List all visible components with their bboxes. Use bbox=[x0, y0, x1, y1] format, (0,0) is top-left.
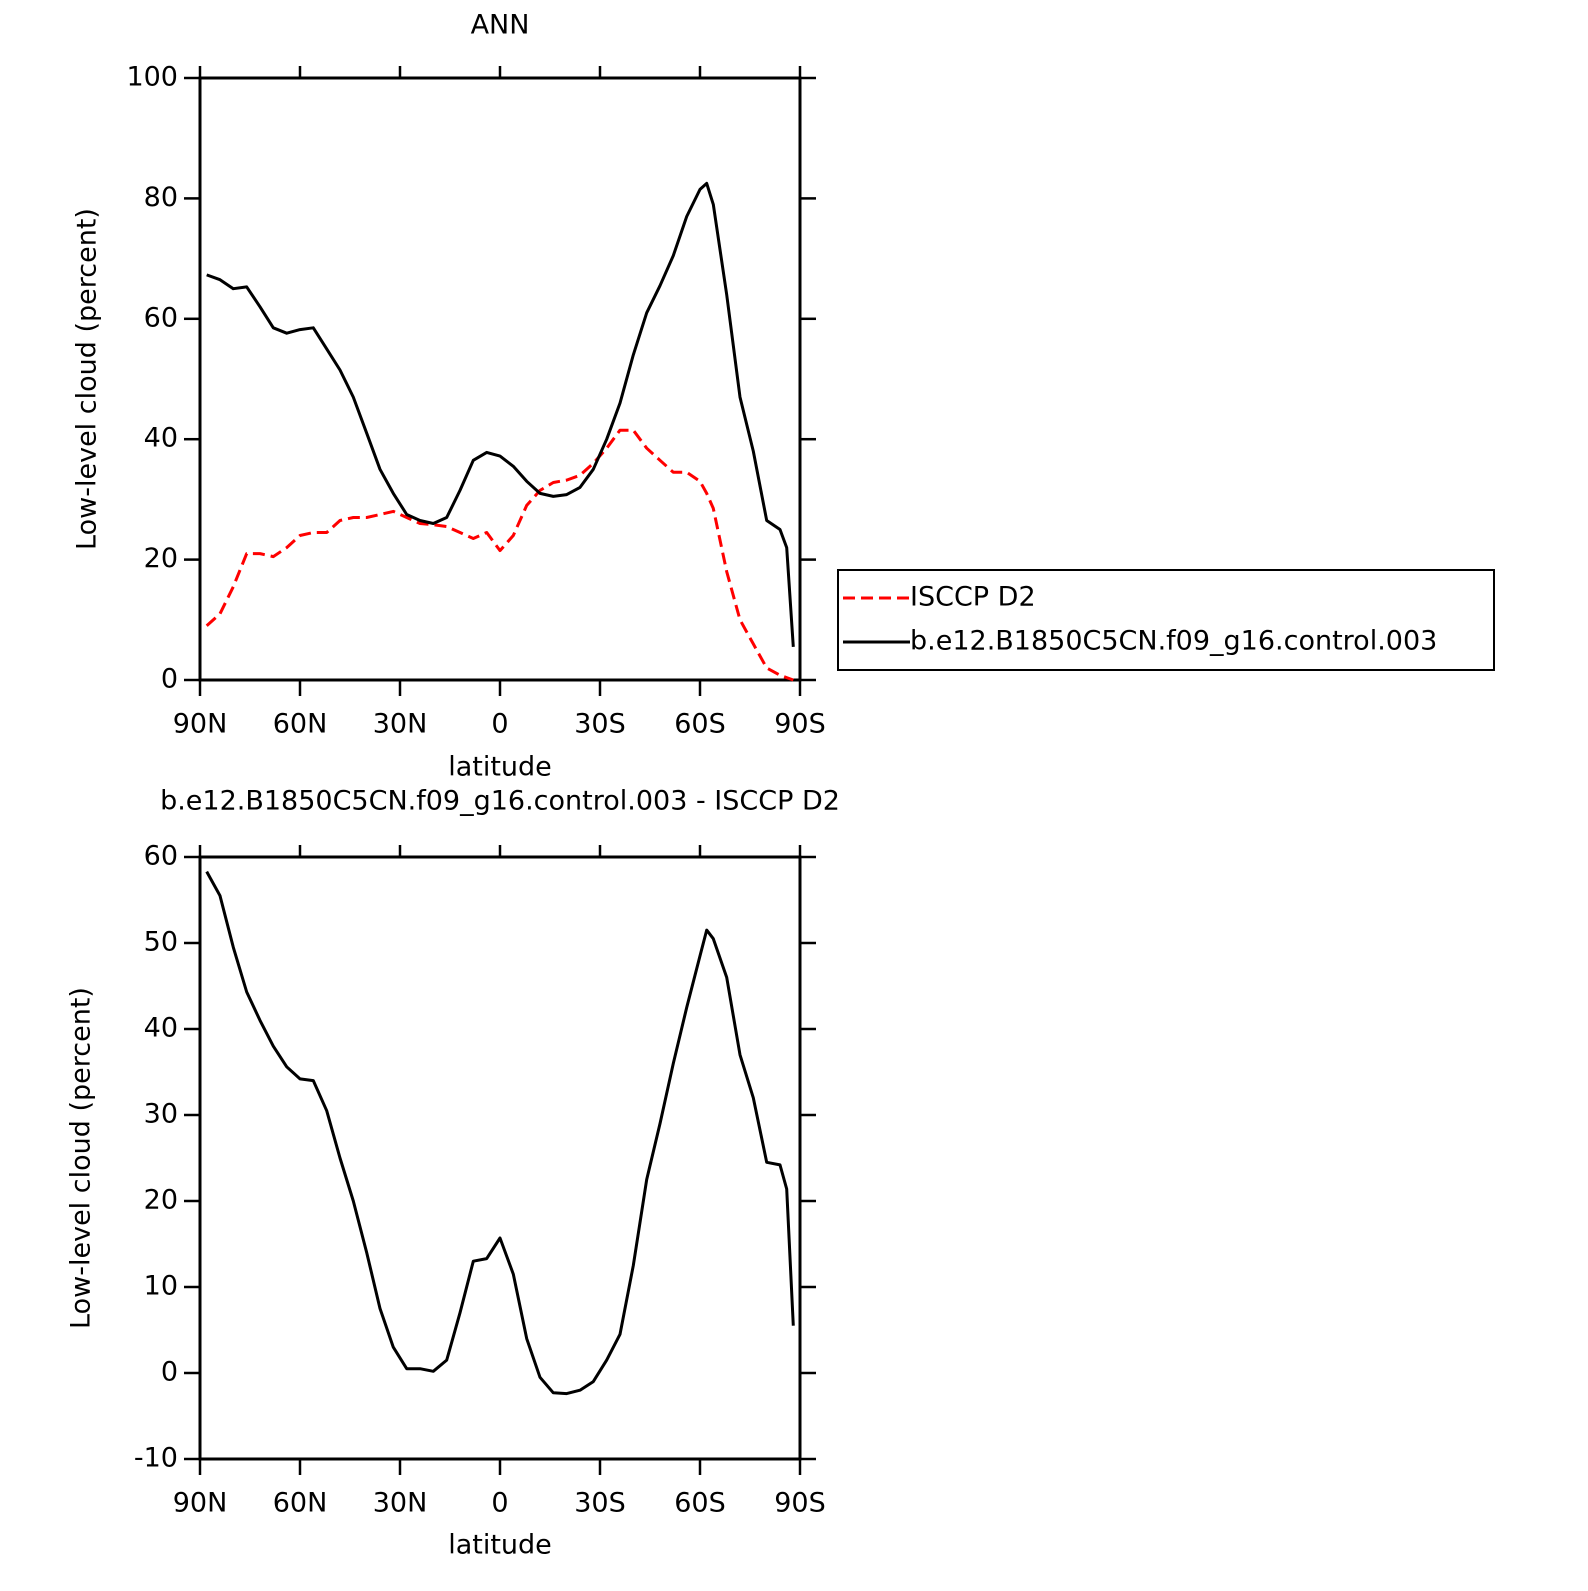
x-tick-label: 0 bbox=[491, 709, 508, 740]
x-axis-label: latitude bbox=[448, 752, 552, 783]
legend-label: ISCCP D2 bbox=[910, 582, 1036, 613]
y-tick-label: 60 bbox=[144, 302, 178, 333]
x-tick-label: 30S bbox=[574, 709, 626, 740]
y-tick-label: 100 bbox=[126, 62, 178, 93]
legend-box bbox=[837, 569, 1495, 671]
y-tick-label: 0 bbox=[161, 664, 178, 695]
x-tick-label: 60N bbox=[273, 709, 328, 740]
y-tick-label: -10 bbox=[134, 1443, 178, 1474]
y-tick-label: 20 bbox=[144, 1185, 178, 1216]
x-tick-label: 90S bbox=[774, 1488, 826, 1519]
x-tick-label: 90S bbox=[774, 709, 826, 740]
series-line bbox=[205, 428, 794, 682]
x-tick-label: 90N bbox=[173, 709, 228, 740]
series-line bbox=[205, 870, 795, 1396]
x-tick-label: 30N bbox=[373, 1488, 428, 1519]
y-tick-label: 80 bbox=[144, 182, 178, 213]
plot-frame bbox=[198, 855, 802, 1461]
chart-title: ANN bbox=[471, 10, 530, 41]
y-tick-label: 50 bbox=[144, 927, 178, 958]
legend-label: b.e12.B1850C5CN.f09_g16.control.003 bbox=[910, 626, 1437, 657]
y-axis-label: Low-level cloud (percent) bbox=[72, 208, 103, 550]
x-tick-label: 90N bbox=[173, 1488, 228, 1519]
x-tick-label: 60S bbox=[674, 709, 726, 740]
y-tick-label: 40 bbox=[144, 423, 178, 454]
x-tick-label: 30S bbox=[574, 1488, 626, 1519]
chart-title: b.e12.B1850C5CN.f09_g16.control.003 - IS… bbox=[160, 786, 840, 817]
series-line bbox=[206, 181, 795, 647]
y-tick-label: 20 bbox=[144, 543, 178, 574]
x-tick-label: 30N bbox=[373, 709, 428, 740]
x-tick-label: 60N bbox=[273, 1488, 328, 1519]
y-tick-label: 60 bbox=[144, 841, 178, 872]
x-tick-label: 60S bbox=[674, 1488, 726, 1519]
y-tick-label: 30 bbox=[144, 1099, 178, 1130]
y-tick-label: 40 bbox=[144, 1013, 178, 1044]
y-tick-label: 10 bbox=[144, 1271, 178, 1302]
plot-frame bbox=[198, 76, 802, 682]
y-axis-label: Low-level cloud (percent) bbox=[66, 987, 97, 1329]
x-tick-label: 0 bbox=[491, 1488, 508, 1519]
x-axis-label: latitude bbox=[448, 1530, 552, 1561]
y-tick-label: 0 bbox=[161, 1357, 178, 1388]
